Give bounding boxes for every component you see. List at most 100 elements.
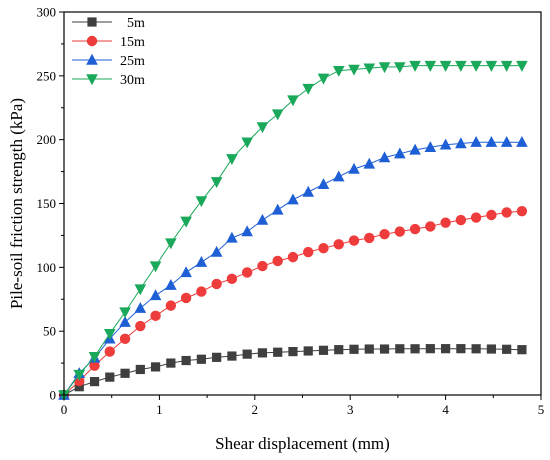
data-point-15m-13 xyxy=(257,260,268,272)
x-tick-label-3: 3 xyxy=(347,402,354,417)
y-tick-label-300: 300 xyxy=(37,5,57,20)
legend: 5m 15m 25m 30m xyxy=(72,16,145,88)
series-25m xyxy=(58,136,528,400)
data-point-30m-25 xyxy=(439,60,452,72)
data-point-15m-25 xyxy=(440,217,451,228)
legend-marker-25m xyxy=(86,53,98,65)
data-point-30m-13 xyxy=(256,122,269,134)
data-point-15m-4 xyxy=(119,333,131,345)
data-point-5m-29 xyxy=(502,344,512,354)
y-axis-title: Pile-soil friction strength (kPa) xyxy=(7,98,26,309)
data-point-15m-17 xyxy=(318,242,329,254)
data-point-30m-16 xyxy=(302,83,315,95)
data-point-30m-1 xyxy=(73,369,86,381)
data-point-15m-14 xyxy=(272,255,283,267)
data-point-5m-19 xyxy=(349,344,359,354)
data-point-30m-23 xyxy=(409,60,421,72)
data-point-30m-18 xyxy=(332,66,345,77)
data-point-5m-25 xyxy=(441,344,451,354)
x-tick-label-2: 2 xyxy=(252,402,259,417)
series-layer xyxy=(58,60,528,402)
legend-entry-30m: 30m xyxy=(72,73,145,88)
data-point-25m-11 xyxy=(226,231,238,243)
data-point-15m-18 xyxy=(333,239,344,250)
data-point-5m-8 xyxy=(181,355,191,366)
data-point-25m-20 xyxy=(363,157,376,169)
data-point-5m-24 xyxy=(425,344,435,354)
data-point-25m-4 xyxy=(119,316,131,327)
data-point-5m-21 xyxy=(379,344,390,354)
data-point-5m-20 xyxy=(364,344,374,354)
data-point-5m-14 xyxy=(273,347,283,357)
data-point-25m-16 xyxy=(302,185,315,197)
legend-marker-15m xyxy=(86,35,98,47)
data-point-5m-7 xyxy=(166,358,176,368)
y-tick-label-100: 100 xyxy=(37,260,57,275)
data-point-5m-27 xyxy=(471,344,481,354)
data-point-15m-30 xyxy=(516,205,528,217)
series-line-15m xyxy=(63,210,522,396)
data-point-25m-17 xyxy=(317,178,330,190)
legend-entry-25m: 25m xyxy=(72,53,145,69)
data-point-15m-24 xyxy=(425,221,436,232)
data-point-30m-17 xyxy=(317,73,330,85)
data-point-15m-29 xyxy=(501,207,512,218)
data-point-30m-3 xyxy=(103,329,116,340)
data-point-5m-28 xyxy=(486,344,496,354)
data-point-25m-13 xyxy=(256,213,269,225)
data-point-15m-27 xyxy=(470,212,482,223)
data-point-5m-22 xyxy=(395,344,405,354)
data-point-30m-2 xyxy=(88,352,101,363)
data-point-25m-15 xyxy=(287,193,299,205)
data-point-30m-21 xyxy=(378,62,391,74)
data-point-30m-15 xyxy=(287,95,299,107)
data-point-30m-22 xyxy=(394,62,406,74)
data-point-25m-23 xyxy=(409,143,421,155)
data-point-30m-29 xyxy=(500,60,513,72)
data-point-30m-24 xyxy=(424,60,437,72)
data-point-5m-23 xyxy=(410,344,420,354)
data-point-25m-26 xyxy=(455,137,467,149)
data-point-25m-24 xyxy=(424,141,437,153)
data-point-15m-26 xyxy=(455,214,467,226)
data-point-15m-5 xyxy=(135,320,146,332)
data-point-25m-21 xyxy=(378,151,391,163)
data-point-25m-12 xyxy=(241,225,253,237)
data-point-5m-2 xyxy=(89,376,100,387)
data-point-25m-14 xyxy=(271,203,284,215)
x-axis-title: Shear displacement (mm) xyxy=(215,434,390,453)
legend-label-30m: 30m xyxy=(120,73,145,88)
data-point-25m-7 xyxy=(165,279,177,290)
y-tick-label-200: 200 xyxy=(37,132,57,147)
data-point-25m-9 xyxy=(195,256,208,267)
series-line-25m xyxy=(63,141,522,396)
data-point-15m-20 xyxy=(364,232,375,244)
x-tick-label-4: 4 xyxy=(442,402,449,417)
data-point-30m-10 xyxy=(210,177,223,188)
data-point-5m-12 xyxy=(242,349,252,359)
data-point-15m-10 xyxy=(211,278,222,290)
data-point-5m-1 xyxy=(74,382,84,392)
data-point-15m-3 xyxy=(104,346,115,357)
data-point-5m-9 xyxy=(196,354,206,364)
data-point-5m-11 xyxy=(227,351,237,361)
data-point-15m-23 xyxy=(409,223,421,235)
data-point-15m-7 xyxy=(165,300,177,311)
data-point-5m-17 xyxy=(318,345,329,355)
legend-entry-5m: 5m xyxy=(72,16,145,31)
data-point-5m-6 xyxy=(150,362,161,372)
series-5m xyxy=(59,344,527,400)
legend-entry-15m: 15m xyxy=(72,35,145,50)
data-point-25m-5 xyxy=(134,301,147,313)
data-point-15m-8 xyxy=(180,292,192,304)
data-point-30m-19 xyxy=(348,64,360,76)
plot-frame xyxy=(63,11,542,396)
data-point-5m-4 xyxy=(120,368,130,378)
y-tick-label-0: 0 xyxy=(50,388,57,403)
data-point-15m-6 xyxy=(150,310,161,322)
data-point-30m-20 xyxy=(363,63,376,75)
data-point-30m-30 xyxy=(516,60,528,72)
data-point-30m-6 xyxy=(149,261,162,273)
